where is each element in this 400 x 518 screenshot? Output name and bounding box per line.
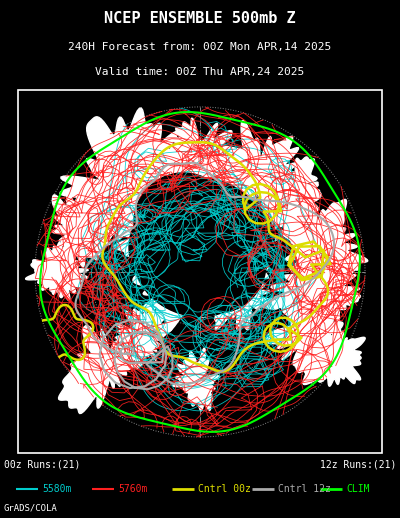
- Circle shape: [131, 178, 269, 316]
- Polygon shape: [210, 121, 318, 213]
- Text: 12z Runs:(21): 12z Runs:(21): [320, 459, 396, 469]
- Polygon shape: [189, 263, 281, 330]
- Polygon shape: [116, 308, 172, 368]
- Circle shape: [192, 198, 274, 280]
- Circle shape: [167, 214, 266, 313]
- Polygon shape: [26, 242, 88, 301]
- Text: Valid time: 00Z Thu APR,24 2025: Valid time: 00Z Thu APR,24 2025: [95, 67, 305, 77]
- Text: CLIM: CLIM: [346, 484, 370, 494]
- Text: 5580m: 5580m: [42, 484, 71, 494]
- Polygon shape: [164, 118, 250, 190]
- Polygon shape: [58, 325, 142, 413]
- Polygon shape: [280, 199, 368, 293]
- Polygon shape: [133, 226, 230, 332]
- Polygon shape: [280, 157, 320, 206]
- Text: NCEP ENSEMBLE 500mb Z: NCEP ENSEMBLE 500mb Z: [104, 11, 296, 26]
- Polygon shape: [174, 142, 263, 234]
- Text: Cntrl 00z: Cntrl 00z: [198, 484, 251, 494]
- Text: 00z Runs:(21): 00z Runs:(21): [4, 459, 80, 469]
- Circle shape: [134, 173, 233, 272]
- Polygon shape: [266, 293, 343, 378]
- Polygon shape: [173, 348, 220, 411]
- Polygon shape: [264, 264, 360, 336]
- Polygon shape: [146, 175, 278, 300]
- Circle shape: [129, 201, 222, 293]
- Polygon shape: [114, 199, 209, 278]
- Text: 240H Forecast from: 00Z Mon APR,14 2025: 240H Forecast from: 00Z Mon APR,14 2025: [68, 42, 332, 52]
- Polygon shape: [52, 189, 125, 267]
- Text: 5760m: 5760m: [118, 484, 147, 494]
- Circle shape: [134, 198, 250, 313]
- Text: GrADS/COLA: GrADS/COLA: [4, 503, 58, 512]
- Polygon shape: [106, 123, 186, 213]
- Polygon shape: [60, 108, 186, 258]
- Polygon shape: [243, 172, 321, 236]
- Text: Cntrl 12z: Cntrl 12z: [278, 484, 331, 494]
- Polygon shape: [303, 324, 365, 386]
- Polygon shape: [141, 147, 225, 217]
